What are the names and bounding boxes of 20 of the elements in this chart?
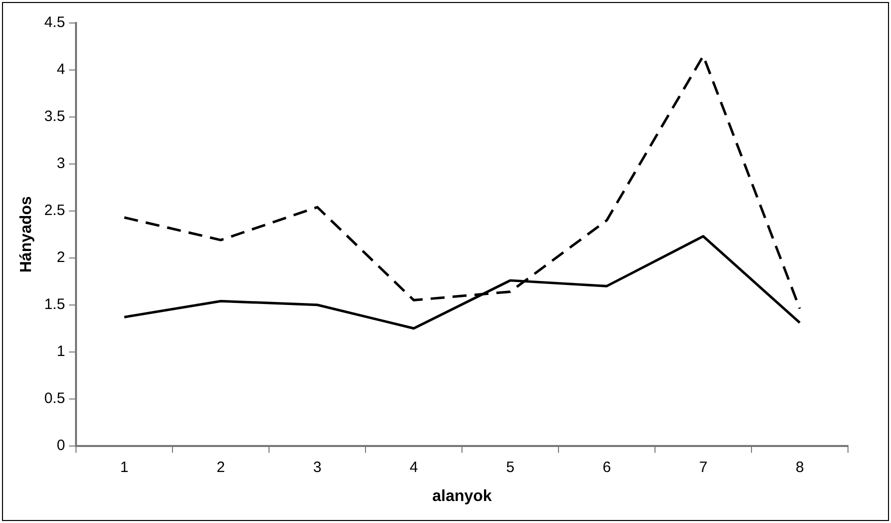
x-tick-label: 8	[796, 458, 804, 476]
x-tick-label: 1	[120, 458, 128, 476]
x-tick-label: 5	[506, 458, 514, 476]
x-tick-label: 2	[216, 458, 225, 476]
x-tick-label: 3	[313, 458, 322, 476]
y-tick-label: 0	[56, 436, 66, 454]
x-tick-label: 4	[410, 458, 418, 476]
y-axis-title: Hányados	[18, 196, 36, 273]
x-axis-title: alanyok	[432, 488, 492, 505]
y-tick-label: 4.5	[44, 14, 66, 32]
y-tick-label: 3	[56, 155, 66, 172]
y-tick-label: 4	[56, 61, 66, 78]
y-tick-label: 2.5	[44, 202, 66, 220]
y-tick-label: 3.5	[44, 108, 66, 126]
x-tick-label: 6	[602, 458, 611, 476]
y-tick-label: 1.5	[44, 296, 66, 314]
y-tick-label: 1	[56, 342, 66, 360]
y-tick-label: 0.5	[44, 390, 66, 407]
x-tick-label: 7	[699, 458, 708, 476]
y-tick-label: 2	[56, 249, 66, 266]
